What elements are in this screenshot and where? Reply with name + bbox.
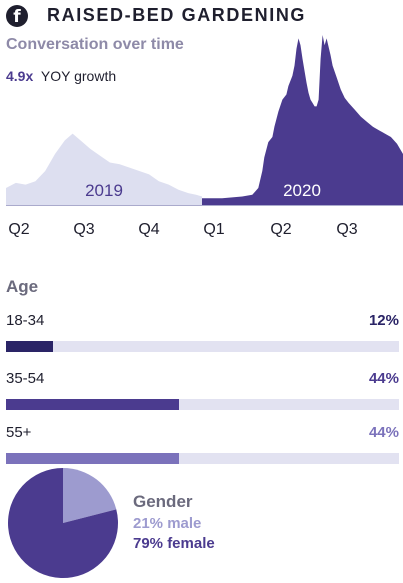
age-bar-row: 55+ 44% (6, 424, 399, 464)
growth-value: 4.9x (6, 68, 34, 84)
series-label: 2020 (283, 181, 321, 200)
series-area-2019 (6, 133, 202, 205)
x-tick-label: Q1 (203, 221, 224, 238)
gender-pie-chart (7, 468, 118, 578)
chart-subtitle: Conversation over time (6, 36, 184, 53)
header: f RAISED-BED GARDENING (6, 3, 403, 29)
facebook-icon: f (6, 5, 28, 27)
age-bar-label: 35-54 (6, 370, 45, 387)
gender-female-label: 79% female (133, 535, 215, 552)
age-bar-fill (6, 453, 179, 464)
x-tick-label: Q3 (336, 221, 357, 238)
age-bar-row: 35-54 44% (6, 370, 399, 410)
growth-stat: 4.9x YOY growth (6, 68, 116, 84)
age-bar-fill (6, 399, 179, 410)
pie-slice-female (7, 468, 118, 578)
gender-male-label: 21% male (133, 515, 202, 532)
conversation-area-chart: 2019 2020 Q2 Q3 Q4 Q1 Q2 Q3 (6, 35, 403, 238)
age-bar-label: 18-34 (6, 312, 45, 329)
gender-title: Gender (133, 492, 193, 511)
x-tick-label: Q2 (270, 221, 291, 238)
age-bar-percent: 12% (368, 312, 399, 329)
age-bar-percent: 44% (368, 370, 399, 387)
age-bar-track (6, 453, 399, 464)
age-bar-label: 55+ (6, 424, 32, 441)
growth-label: YOY growth (40, 68, 117, 84)
age-bar-row: 18-34 12% (6, 312, 399, 352)
x-tick-label: Q4 (138, 221, 159, 238)
age-bar-fill (6, 341, 54, 352)
page-title: RAISED-BED GARDENING (47, 5, 307, 25)
gender-legend: Gender 21% male 79% female (133, 492, 215, 552)
x-tick-label: Q3 (73, 221, 94, 238)
age-bar-track (6, 341, 399, 352)
age-section-title: Age (6, 277, 39, 296)
pie-slice-male (63, 468, 117, 523)
series-label: 2019 (85, 181, 123, 200)
age-bar-percent: 44% (368, 424, 399, 441)
x-tick-label: Q2 (8, 221, 29, 238)
age-bar-track (6, 399, 399, 410)
series-area-2020 (202, 35, 403, 205)
